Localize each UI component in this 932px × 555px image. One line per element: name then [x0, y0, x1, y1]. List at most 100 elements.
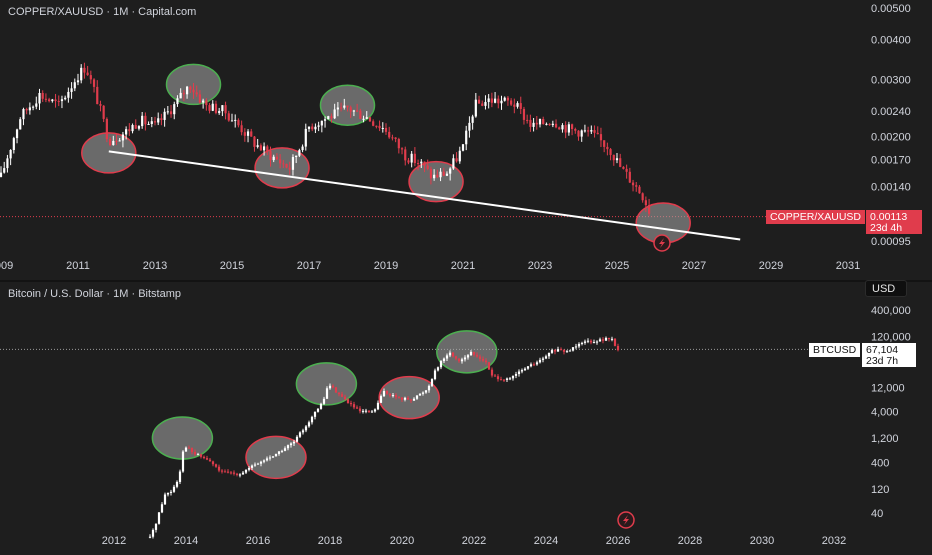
- candle-body: [202, 100, 205, 103]
- candle-body: [187, 447, 191, 449]
- candle-body: [596, 132, 599, 135]
- candle-body: [469, 351, 473, 356]
- btc-chart[interactable]: 2012 2014 2016 2018 2020 2022 2024 2026 2028 2030…: [0, 282, 932, 550]
- candle-body: [529, 119, 532, 127]
- candle-body: [189, 86, 192, 90]
- support-trendline: [108, 150, 741, 241]
- candle-body: [153, 121, 157, 123]
- candle-body: [535, 122, 538, 125]
- candle-body: [223, 471, 227, 473]
- candle-body: [181, 451, 185, 472]
- candle-body: [493, 375, 497, 377]
- red-highlight-circle: [254, 147, 310, 189]
- candle-body: [172, 486, 176, 492]
- candle-body: [545, 123, 548, 125]
- x-tick-label: 2025: [605, 260, 629, 272]
- event-flag-icon-glyph: [659, 238, 665, 248]
- candle-body: [211, 461, 215, 465]
- copper-last-price: 0.00113: [866, 210, 922, 224]
- candle-body: [378, 125, 381, 129]
- copper-gold-chart-pane[interactable]: 2009 2011 2013 2015 2017 2019 2021 2023 2025 2027…: [0, 0, 932, 282]
- candle-body: [193, 452, 197, 455]
- y-tick-label: 400,000: [871, 305, 911, 317]
- candle-body: [346, 105, 349, 108]
- copper-gold-chart[interactable]: 2009 2011 2013 2015 2017 2019 2021 2023 2025 2027…: [0, 0, 932, 282]
- candle-body: [179, 92, 182, 99]
- event-flag-icon-glyph: [623, 515, 629, 525]
- candle-body: [298, 432, 302, 437]
- candle-body: [83, 67, 86, 73]
- candle-body: [376, 402, 380, 410]
- candle-body: [499, 379, 503, 381]
- candle-body: [150, 121, 153, 124]
- currency-usd-button[interactable]: USD: [865, 280, 907, 297]
- candle-body: [86, 72, 89, 76]
- candle-body: [118, 140, 121, 142]
- candle-body: [266, 146, 269, 152]
- candle-body: [570, 124, 574, 130]
- candle-body: [301, 146, 304, 151]
- candle-body: [478, 356, 482, 359]
- candle-body: [0, 172, 3, 177]
- candle-body: [256, 463, 260, 465]
- candle-body: [436, 174, 439, 178]
- candle-body: [89, 75, 92, 80]
- candle-body: [426, 165, 429, 169]
- candle-body: [610, 338, 614, 340]
- candle-body: [433, 174, 436, 179]
- candle-body: [151, 529, 155, 537]
- candle-body: [221, 105, 224, 112]
- candle-body: [551, 123, 554, 126]
- y-tick-label: 1,200: [871, 433, 899, 445]
- candle-body: [147, 123, 150, 125]
- candle-body: [420, 161, 423, 164]
- x-tick-label: 2029: [759, 260, 783, 272]
- x-tick-label: 2011: [66, 260, 90, 272]
- candle-body: [265, 458, 269, 461]
- candle-body: [224, 105, 227, 114]
- candle-body: [580, 342, 584, 344]
- x-tick-label: 2021: [451, 260, 475, 272]
- candle-body: [517, 371, 521, 375]
- candle-body: [362, 118, 365, 120]
- candle-body: [343, 105, 346, 108]
- candle-body: [334, 387, 338, 393]
- candle-body: [406, 397, 410, 400]
- candle-body: [157, 512, 161, 524]
- candle-body: [454, 356, 458, 359]
- candle-body: [192, 89, 195, 93]
- candle-body: [613, 338, 617, 346]
- candle-body: [237, 119, 240, 126]
- candle-body: [455, 158, 458, 162]
- candle-body: [388, 131, 391, 138]
- candle-body: [379, 396, 383, 403]
- candle-body: [410, 153, 413, 163]
- candle-body: [466, 355, 470, 358]
- candle-body: [589, 340, 593, 343]
- candle-body: [583, 341, 587, 343]
- candle-body: [184, 447, 188, 452]
- candle-body: [22, 109, 25, 120]
- candle-body: [526, 366, 530, 369]
- candle-body: [522, 108, 526, 120]
- candle-body: [592, 342, 596, 344]
- candle-body: [336, 107, 339, 110]
- candle-body: [235, 473, 239, 475]
- candle-body: [598, 339, 602, 342]
- candle-body: [80, 67, 83, 81]
- candle-body: [262, 460, 266, 462]
- candle-body: [160, 118, 163, 120]
- candle-body: [175, 481, 179, 487]
- candle-body: [182, 92, 185, 95]
- candle-body: [220, 470, 224, 472]
- candle-body: [96, 86, 99, 105]
- candle-body: [244, 469, 248, 473]
- candle-body: [574, 129, 577, 131]
- candle-body: [427, 385, 431, 391]
- candle-body: [15, 129, 19, 139]
- pane-divider[interactable]: [0, 280, 932, 282]
- candle-body: [638, 186, 641, 194]
- candle-body: [493, 98, 497, 103]
- btc-chart-pane[interactable]: 2012 2014 2016 2018 2020 2022 2024 2026 2028 2030…: [0, 282, 932, 550]
- candle-body: [229, 472, 233, 474]
